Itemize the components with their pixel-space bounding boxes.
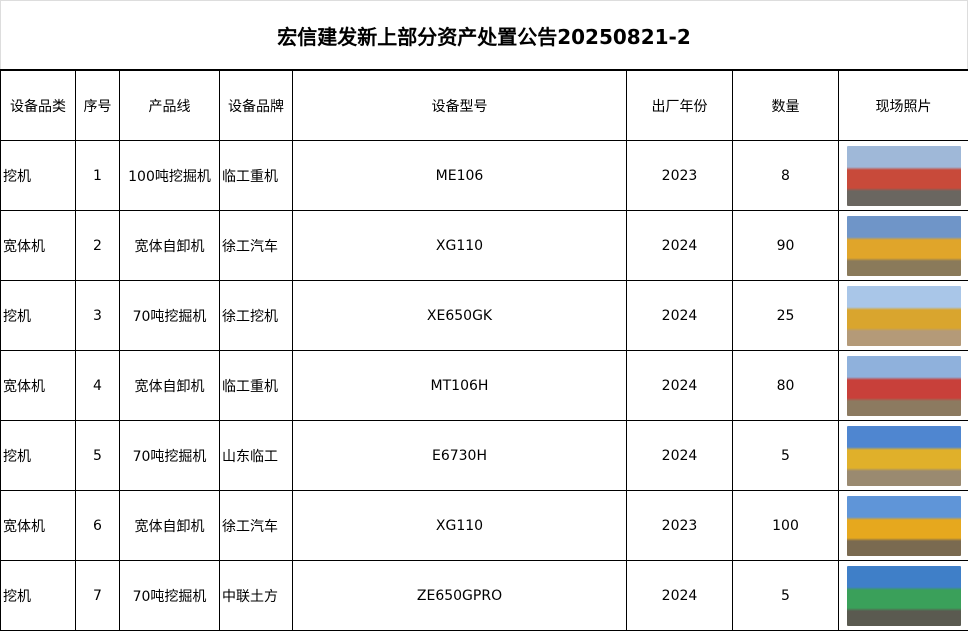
product-line-cell: 100吨挖掘机	[119, 140, 220, 211]
year-cell: 2024	[626, 420, 733, 491]
product-line-cell: 70吨挖掘机	[119, 420, 220, 491]
category-cell: 宽体机	[0, 210, 76, 281]
category-cell: 宽体机	[0, 350, 76, 421]
model-cell: ME106	[292, 140, 627, 211]
quantity-cell: 8	[732, 140, 839, 211]
year-cell: 2024	[626, 350, 733, 421]
brand-cell: 山东临工	[219, 420, 293, 491]
index-cell: 2	[75, 210, 120, 281]
brand-cell: 徐工汽车	[219, 490, 293, 561]
photo-cell	[838, 280, 968, 351]
year-cell: 2024	[626, 560, 733, 631]
category-cell: 宽体机	[0, 490, 76, 561]
model-cell: ZE650GPRO	[292, 560, 627, 631]
category-cell: 挖机	[0, 280, 76, 351]
header-cell: 产品线	[119, 69, 220, 141]
model-cell: XG110	[292, 210, 627, 281]
excavator-green-photo[interactable]	[846, 565, 961, 626]
header-cell: 现场照片	[838, 69, 968, 141]
photo-cell	[838, 490, 968, 561]
brand-cell: 临工重机	[219, 350, 293, 421]
brand-cell: 徐工汽车	[219, 210, 293, 281]
dump-truck-red-photo[interactable]	[846, 355, 961, 416]
model-cell: E6730H	[292, 420, 627, 491]
year-cell: 2023	[626, 490, 733, 561]
table-row: 挖机 1 100吨挖掘机 临工重机 ME106 2023 8	[0, 140, 968, 211]
header-cell: 设备品类	[0, 69, 76, 141]
table-row: 挖机 7 70吨挖掘机 中联土方 ZE650GPRO 2024 5	[0, 560, 968, 631]
product-line-cell: 宽体自卸机	[119, 210, 220, 281]
quantity-cell: 90	[732, 210, 839, 281]
year-cell: 2024	[626, 280, 733, 351]
year-cell: 2024	[626, 210, 733, 281]
page-title: 宏信建发新上部分资产处置公告20250821-2	[0, 0, 968, 69]
excavator-yellow-photo[interactable]	[846, 285, 961, 346]
quantity-cell: 100	[732, 490, 839, 561]
header-cell: 出厂年份	[626, 69, 733, 141]
photo-cell	[838, 140, 968, 211]
dump-truck-yellow-photo[interactable]	[846, 215, 961, 276]
index-cell: 6	[75, 490, 120, 561]
header-cell: 数量	[732, 69, 839, 141]
photo-cell	[838, 210, 968, 281]
photo-cell	[838, 560, 968, 631]
index-cell: 5	[75, 420, 120, 491]
table-row: 挖机 5 70吨挖掘机 山东临工 E6730H 2024 5	[0, 420, 968, 491]
index-cell: 4	[75, 350, 120, 421]
brand-cell: 徐工挖机	[219, 280, 293, 351]
year-cell: 2023	[626, 140, 733, 211]
header-cell: 设备型号	[292, 69, 627, 141]
table-row: 宽体机 2 宽体自卸机 徐工汽车 XG110 2024 90	[0, 210, 968, 281]
asset-table: 设备品类 序号 产品线 设备品牌 设备型号 出厂年份 数量 现场照片 挖机 1 10…	[0, 69, 968, 631]
product-line-cell: 宽体自卸机	[119, 350, 220, 421]
brand-cell: 临工重机	[219, 140, 293, 211]
header-cell: 设备品牌	[219, 69, 293, 141]
header-row: 设备品类 序号 产品线 设备品牌 设备型号 出厂年份 数量 现场照片	[0, 69, 968, 141]
quantity-cell: 80	[732, 350, 839, 421]
brand-cell: 中联土方	[219, 560, 293, 631]
quantity-cell: 5	[732, 560, 839, 631]
index-cell: 3	[75, 280, 120, 351]
excavator-yellow-photo[interactable]	[846, 425, 961, 486]
product-line-cell: 70吨挖掘机	[119, 280, 220, 351]
category-cell: 挖机	[0, 420, 76, 491]
quantity-cell: 5	[732, 420, 839, 491]
model-cell: MT106H	[292, 350, 627, 421]
excavator-red-photo[interactable]	[846, 145, 961, 206]
dump-truck-yellow-photo[interactable]	[846, 495, 961, 556]
category-cell: 挖机	[0, 560, 76, 631]
index-cell: 1	[75, 140, 120, 211]
product-line-cell: 宽体自卸机	[119, 490, 220, 561]
model-cell: XG110	[292, 490, 627, 561]
photo-cell	[838, 420, 968, 491]
table-row: 挖机 3 70吨挖掘机 徐工挖机 XE650GK 2024 25	[0, 280, 968, 351]
table-row: 宽体机 4 宽体自卸机 临工重机 MT106H 2024 80	[0, 350, 968, 421]
photo-cell	[838, 350, 968, 421]
table-row: 宽体机 6 宽体自卸机 徐工汽车 XG110 2023 100	[0, 490, 968, 561]
header-cell: 序号	[75, 69, 120, 141]
quantity-cell: 25	[732, 280, 839, 351]
category-cell: 挖机	[0, 140, 76, 211]
model-cell: XE650GK	[292, 280, 627, 351]
index-cell: 7	[75, 560, 120, 631]
product-line-cell: 70吨挖掘机	[119, 560, 220, 631]
